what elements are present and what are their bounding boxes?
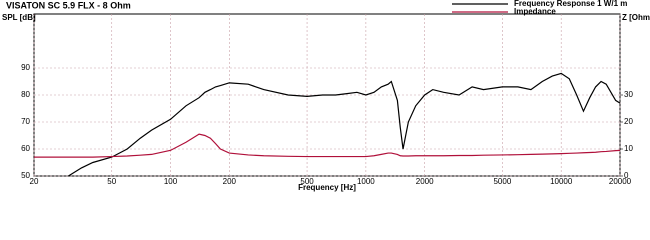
- x-tick-label: 10000: [550, 177, 573, 186]
- y-tick-label: 60: [21, 144, 30, 153]
- y-tick-label: 80: [21, 90, 30, 99]
- chart-title: VISATON SC 5.9 FLX - 8 Ohm: [6, 0, 131, 10]
- y2-tick-label: 20: [624, 117, 633, 126]
- legend-label: Impedance: [514, 7, 556, 16]
- x-tick-label: 20000: [609, 177, 632, 186]
- x-tick-label: 5000: [493, 177, 511, 186]
- x-axis-label: Frequency [Hz]: [298, 183, 356, 192]
- x-tick-label: 100: [164, 177, 178, 186]
- series-line: [68, 72, 621, 177]
- x-tick-label: 200: [223, 177, 237, 186]
- x-tick-label: 500: [300, 177, 314, 186]
- chart: VISATON SC 5.9 FLX - 8 Ohm SPL [dB] Z [O…: [2, 0, 650, 192]
- y2-axis-label: Z [Ohm]: [622, 13, 650, 22]
- x-tick-label: 20: [30, 177, 39, 186]
- x-tick-label: 2000: [416, 177, 434, 186]
- series-line: [34, 133, 621, 158]
- x-tick-label: 1000: [357, 177, 375, 186]
- y-tick-label: 50: [21, 171, 30, 180]
- x-tick-label: 50: [107, 177, 116, 186]
- y2-tick-label: 0: [624, 171, 629, 180]
- y2-tick-label: 30: [624, 90, 633, 99]
- y-axis-label: SPL [dB]: [2, 13, 36, 22]
- y-tick-label: 90: [21, 63, 30, 72]
- y2-tick-label: 10: [624, 144, 633, 153]
- y-tick-label: 70: [21, 117, 30, 126]
- legend-label: Frequency Response 1 W/1 m: [514, 0, 627, 8]
